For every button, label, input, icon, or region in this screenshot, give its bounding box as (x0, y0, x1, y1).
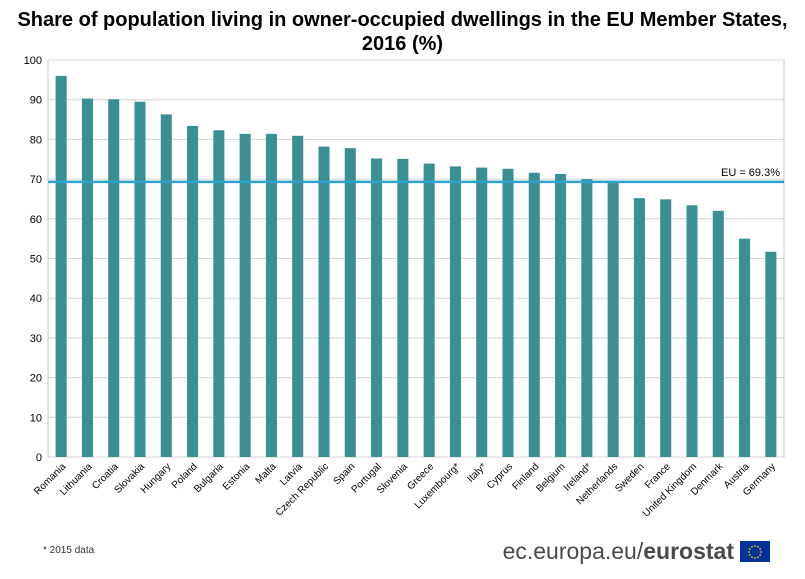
chart-title-line-1: Share of population living in owner-occu… (17, 9, 788, 31)
bar (476, 167, 488, 457)
x-tick-label: Estonia (221, 461, 253, 493)
bar (55, 75, 67, 457)
bar (739, 238, 751, 457)
bar (633, 198, 645, 457)
bar (292, 135, 304, 457)
bar (765, 251, 777, 457)
eu-average-label: EU = 69.3% (721, 167, 780, 179)
bar (502, 168, 514, 457)
y-tick-label: 100 (24, 55, 42, 67)
bar (581, 179, 593, 457)
bar (239, 133, 251, 458)
bar (528, 172, 540, 458)
y-tick-label: 0 (36, 452, 42, 464)
y-tick-label: 80 (30, 134, 42, 146)
y-tick-label: 90 (30, 95, 42, 107)
bar (160, 114, 172, 457)
bar (423, 163, 435, 457)
y-tick-label: 30 (30, 333, 42, 345)
x-tick-label: Belgium (534, 461, 567, 494)
x-tick-label: Malta (253, 461, 278, 486)
brand-domain: ec.europa.eu/ (502, 537, 644, 564)
bar (712, 210, 724, 457)
bar (187, 125, 199, 457)
bar (134, 101, 146, 457)
brand-name: eurostat (643, 537, 734, 564)
x-tick-label: Sweden (613, 461, 646, 494)
chart-title: Share of population living in owner-occu… (0, 8, 805, 56)
bar (81, 98, 93, 457)
bar (265, 133, 277, 458)
y-tick-label: 60 (30, 214, 42, 226)
x-tick-label: Bulgaria (192, 461, 226, 495)
bar (555, 173, 567, 457)
y-tick-label: 50 (30, 254, 42, 266)
bar (686, 205, 698, 457)
y-tick-label: 70 (30, 174, 42, 186)
bar (344, 148, 356, 457)
bar (660, 199, 672, 458)
eurostat-brand[interactable]: ec.europa.eu/eurostat (503, 537, 770, 565)
chart-title-line-2: 2016 (%) (361, 33, 444, 55)
bar (607, 183, 619, 457)
bar (397, 158, 409, 457)
eu-flag-icon (740, 541, 770, 562)
y-tick-label: 20 (30, 373, 42, 385)
bar (213, 130, 225, 458)
bar (108, 99, 120, 457)
y-tick-label: 10 (30, 412, 42, 424)
bar (449, 166, 461, 457)
x-tick-label: Cyprus (485, 461, 515, 491)
footnote: * 2015 data (43, 545, 95, 556)
y-tick-label: 40 (30, 293, 42, 305)
bar (318, 146, 330, 457)
x-tick-label: Italy* (465, 461, 489, 485)
bar (371, 158, 383, 457)
